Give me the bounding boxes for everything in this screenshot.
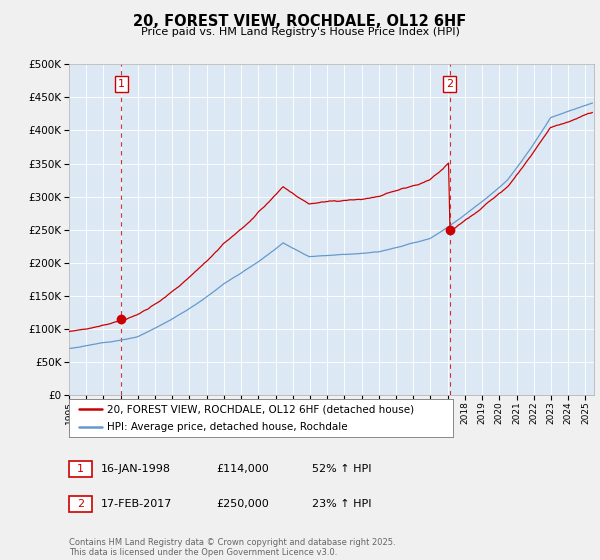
Text: 1: 1	[118, 79, 125, 89]
Text: 16-JAN-1998: 16-JAN-1998	[101, 464, 171, 474]
Text: £250,000: £250,000	[216, 499, 269, 509]
Text: 2: 2	[77, 499, 84, 509]
Text: £114,000: £114,000	[216, 464, 269, 474]
Text: HPI: Average price, detached house, Rochdale: HPI: Average price, detached house, Roch…	[107, 422, 348, 432]
Text: 1: 1	[77, 464, 84, 474]
Text: Price paid vs. HM Land Registry's House Price Index (HPI): Price paid vs. HM Land Registry's House …	[140, 27, 460, 37]
Text: 23% ↑ HPI: 23% ↑ HPI	[312, 499, 371, 509]
Text: 20, FOREST VIEW, ROCHDALE, OL12 6HF: 20, FOREST VIEW, ROCHDALE, OL12 6HF	[133, 14, 467, 29]
Text: 2: 2	[446, 79, 454, 89]
Text: 52% ↑ HPI: 52% ↑ HPI	[312, 464, 371, 474]
Text: 20, FOREST VIEW, ROCHDALE, OL12 6HF (detached house): 20, FOREST VIEW, ROCHDALE, OL12 6HF (det…	[107, 404, 415, 414]
Text: 17-FEB-2017: 17-FEB-2017	[101, 499, 172, 509]
Text: Contains HM Land Registry data © Crown copyright and database right 2025.
This d: Contains HM Land Registry data © Crown c…	[69, 538, 395, 557]
